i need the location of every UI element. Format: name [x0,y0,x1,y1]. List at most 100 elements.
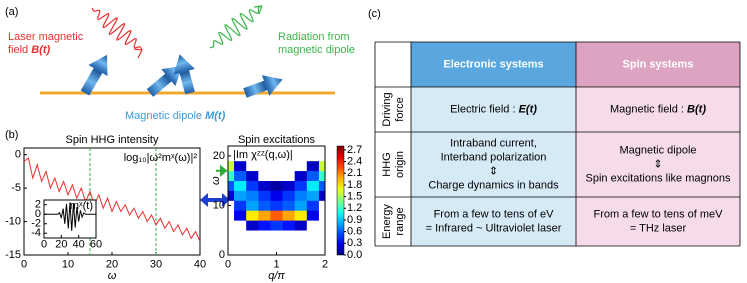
heat-cell [258,210,271,221]
radiation-label: magnetic dipole [278,44,355,56]
row-label: force [394,97,406,121]
heat-cell [282,230,295,241]
heat-cell [234,170,247,181]
heat-cell [270,190,283,201]
heat-cell [270,230,283,241]
x-tick-label: 20 [106,259,118,271]
heat-cell [294,230,308,241]
colorbar-tick-label: 2.1 [347,167,362,179]
heat-cell [282,250,295,256]
laser-label-text: field [8,44,31,56]
heat-cell [318,210,326,221]
x-tick-label: 2 [322,259,328,271]
heat-cell [234,160,247,172]
cell-line: Charge dynamics in bands [428,179,559,191]
heat-cell [270,150,283,162]
colorbar [336,145,345,256]
heat-cell [258,160,271,172]
heat-cell [294,220,308,231]
heat-cell [306,160,320,172]
heat-cell [306,210,320,221]
heat-cell [228,220,235,231]
heat-cell [294,180,308,191]
heat-cell [228,180,235,191]
cell-text: ⇕ [489,165,498,177]
cell-line: ⇕ [489,165,498,177]
heat-cell [258,180,271,191]
y-tick-label: 0 [15,149,21,161]
heat-cell [294,150,308,162]
heat-cell [258,230,271,241]
y-tick-label: 0 [35,208,41,220]
heat-cell [306,170,320,181]
x-axis-label: q/π [268,270,285,282]
radiation-wave [209,5,263,49]
heat-cell [282,190,295,201]
x-tick-label: 10 [62,259,74,271]
colorbar-tick-label: 2.7 [347,144,362,156]
heat-cell [228,150,235,162]
colorbar-tick-label: 1.2 [347,202,362,214]
heat-cell [318,200,326,211]
y-tick-label: 0 [219,249,225,261]
heat-cell [270,160,283,172]
row-label: origin [394,151,406,178]
heat-cell [228,200,235,211]
radiation-label: Radiation from [278,31,350,43]
heat-cell [258,190,271,201]
heat-cell [234,190,247,201]
heat-cell [318,240,326,251]
row-label: HHG [381,152,393,176]
cell-line: From a few to tens of meV [594,208,724,220]
heat-cell [306,240,320,251]
spin-arrow [173,54,195,95]
cell-line: Magnetic dipole [619,144,696,156]
heat-cell [306,190,320,201]
y-tick-label: -2 [31,218,41,230]
heat-cell [282,180,295,191]
heat-cell [294,240,308,251]
cell-line: Interband polarization [441,151,547,163]
spin-arrow [80,54,108,96]
heat-cell [234,210,247,221]
heat-cell [228,160,235,172]
colorbar-tick-label: 0.9 [347,214,362,226]
heat-cell [246,210,259,221]
heat-cell [282,220,295,231]
colorbar-tick-label: 0.0 [347,249,362,261]
heat-cell [246,220,259,231]
heat-cell [318,150,326,162]
annotation: log₁₀|ω²mˣ(ω)|² [124,152,198,164]
laser-symbol: B(t) [31,44,50,56]
cell-symbol: E(t) [519,103,538,115]
heat-cell [306,150,320,162]
cell-text: From a few to tens of eV [434,208,554,220]
heat-cell [228,190,235,201]
cell-symbol: B(t) [687,103,706,115]
cell-line: Spin excitations like magnons [586,172,731,184]
heat-cell [282,150,295,162]
y-tick-label: 20 [213,150,225,162]
table-cell [411,132,576,197]
dipole-text: Magnetic dipole [125,110,205,122]
heat-cell [306,180,320,191]
heat-cell [282,240,295,251]
colorbar-tick-label: 1.8 [347,179,362,191]
heat-cell [246,200,259,211]
annotation: mˣ(t) [70,200,93,212]
heat-cell [234,250,247,256]
heat-cell [246,250,259,256]
row-label: range [394,207,406,235]
x-tick-label: 30 [150,259,162,271]
x-tick-label: 0 [21,259,27,271]
heat-cell [306,250,320,256]
y-axis-label: ω [210,176,222,185]
heat-cell [258,150,271,162]
cell-text: Spin excitations like magnons [586,172,731,184]
cell-text: Intraband current, [450,137,537,149]
x-tick-label: 40 [194,259,206,271]
cell-text: Electric field : E(t) [450,103,537,115]
heat-cell [270,200,283,211]
table-cell [576,197,740,246]
y-tick-label: 10 [213,199,225,211]
